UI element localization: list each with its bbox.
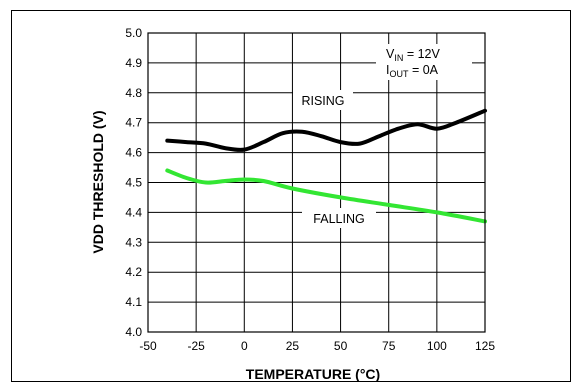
y-tick-labels: 4.0 4.1 4.2 4.3 4.4 4.5 4.6 4.7 4.8 4.9 5.0 (125, 26, 142, 339)
y-axis-title: VDD THRESHOLD (V) (90, 110, 106, 253)
vdd-threshold-chart: -50 -25 0 25 50 75 100 125 4.04.14.24.34.44.54.… (90, 26, 495, 381)
vin-annotation: VIN = 12V (386, 47, 440, 63)
conditions-annotation-box (376, 44, 472, 80)
chart-frame: -50 -25 0 25 50 75 100 125 4.0 4.1 4.2 4.3 4.4 4.5 4.… (11, 10, 571, 382)
vin-subscript: IN (394, 53, 403, 63)
iout-annotation: IOUT = 0A (386, 63, 439, 79)
x-tick-label: 0 (241, 339, 248, 353)
y-tick-label: 4.6 (125, 146, 142, 160)
x-tick-label: 50 (334, 339, 348, 353)
x-tick-label: 125 (475, 339, 495, 353)
vin-value: = 12V (403, 47, 440, 61)
y-tick-label: 4.7 (125, 116, 142, 130)
x-tick-label: 100 (427, 339, 447, 353)
iout-value: = 0A (408, 63, 438, 77)
y-tick-label: 4.3 (125, 235, 142, 249)
y-tick-label: 4.0 (125, 325, 142, 339)
series-lines (165, 108, 487, 224)
x-tick-label: 75 (382, 339, 396, 353)
y-tick-label: 4.1 (125, 295, 142, 309)
vin-symbol: V (386, 47, 395, 61)
x-tick-labels: -50 -25 0 25 50 75 100 125 (139, 339, 495, 353)
x-tick-label: -50 (139, 339, 157, 353)
iout-subscript: OUT (389, 69, 409, 79)
y-tick-label: 4.9 (125, 56, 142, 70)
rising-label-bg (293, 90, 353, 110)
x-axis-title: TEMPERATURE (°C) (246, 366, 380, 381)
iout-symbol: I (386, 63, 389, 77)
y-tick-label: 4.5 (125, 176, 142, 190)
x-tick-label: 25 (286, 339, 300, 353)
y-tick-label: 4.8 (125, 86, 142, 100)
plot-area-border (147, 32, 486, 333)
falling-label-bg (302, 208, 376, 228)
y-tick-label: 5.0 (125, 26, 142, 40)
y-tick-label: 4.2 (125, 265, 142, 279)
falling-series-label: FALLING (313, 212, 364, 226)
rising-series-label: RISING (301, 94, 344, 108)
conditions-annotation: VIN = 12V IOUT = 0A (376, 44, 472, 80)
falling-series-line (165, 168, 487, 224)
y-tick-label: 4.4 (125, 205, 142, 219)
rising-series-line (165, 108, 487, 152)
x-tick-label: -25 (187, 339, 205, 353)
